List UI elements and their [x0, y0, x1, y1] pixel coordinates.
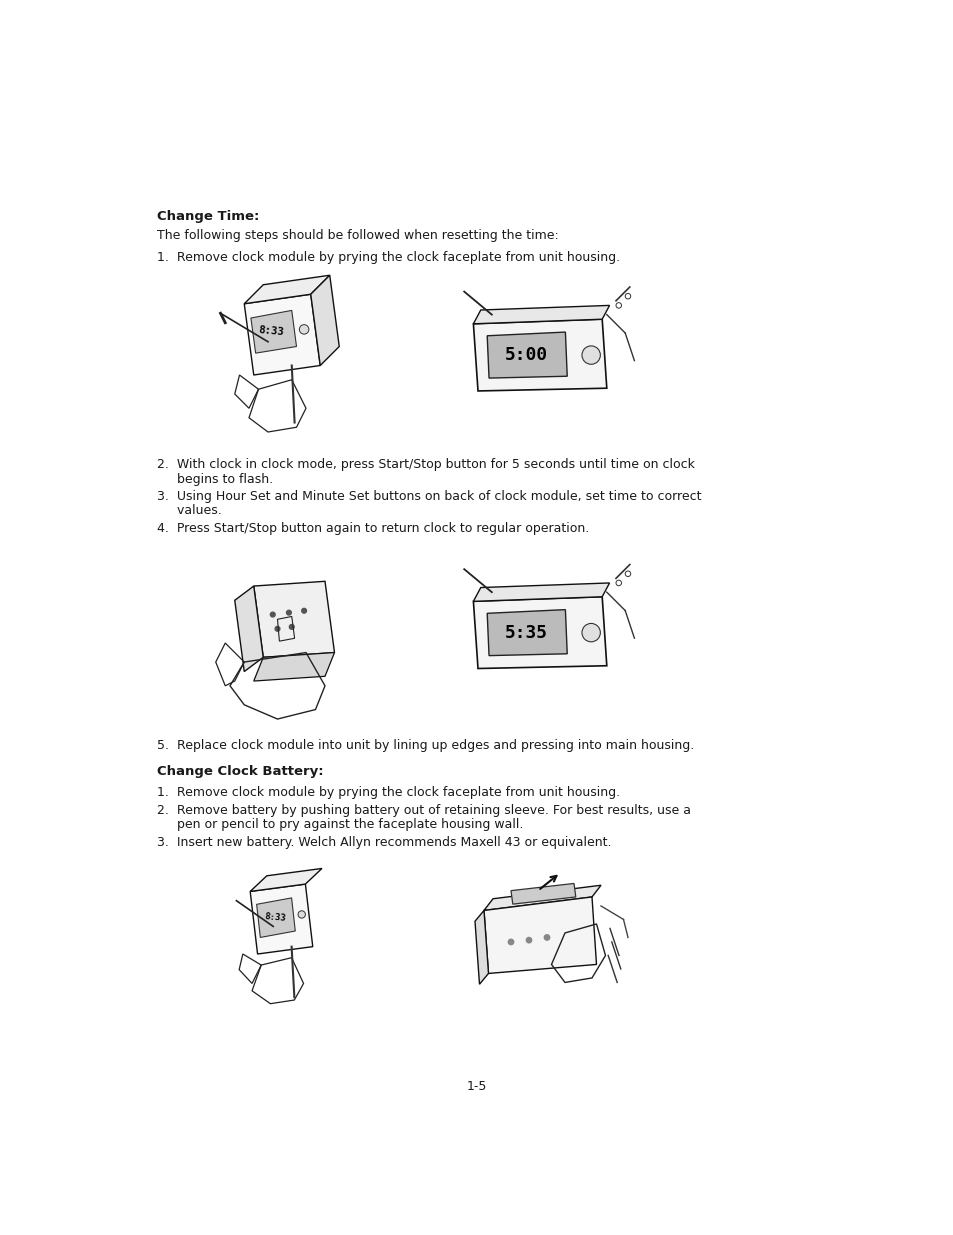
- Circle shape: [274, 626, 279, 631]
- Text: 1-5: 1-5: [466, 1079, 487, 1093]
- Text: 4.  Press Start/Stop button again to return clock to regular operation.: 4. Press Start/Stop button again to retu…: [157, 522, 589, 535]
- Circle shape: [270, 613, 274, 618]
- Polygon shape: [483, 885, 600, 910]
- Text: The following steps should be followed when resetting the time:: The following steps should be followed w…: [157, 228, 558, 242]
- Polygon shape: [244, 275, 330, 304]
- Polygon shape: [251, 310, 296, 353]
- Circle shape: [299, 325, 309, 335]
- Text: Change Time:: Change Time:: [157, 210, 259, 224]
- Text: 5.  Replace clock module into unit by lining up edges and pressing into main hou: 5. Replace clock module into unit by lin…: [157, 739, 694, 752]
- Polygon shape: [473, 597, 606, 668]
- Circle shape: [286, 610, 291, 615]
- Polygon shape: [244, 294, 320, 375]
- Polygon shape: [256, 898, 295, 937]
- Text: 8:33: 8:33: [258, 325, 285, 337]
- Circle shape: [581, 346, 599, 364]
- Circle shape: [526, 937, 531, 942]
- Text: values.: values.: [157, 504, 221, 517]
- Text: Change Clock Battery:: Change Clock Battery:: [157, 764, 323, 778]
- Polygon shape: [487, 332, 567, 378]
- Polygon shape: [473, 583, 609, 601]
- Text: begins to flash.: begins to flash.: [157, 473, 273, 485]
- Polygon shape: [473, 305, 609, 324]
- Circle shape: [289, 625, 294, 630]
- Circle shape: [301, 609, 306, 613]
- Text: 3.  Insert new battery. Welch Allyn recommends Maxell 43 or equivalent.: 3. Insert new battery. Welch Allyn recom…: [157, 836, 611, 848]
- Text: 2.  With clock in clock mode, press Start/Stop button for 5 seconds until time o: 2. With clock in clock mode, press Start…: [157, 458, 694, 471]
- Polygon shape: [487, 610, 567, 656]
- Text: 1.  Remove clock module by prying the clock faceplate from unit housing.: 1. Remove clock module by prying the clo…: [157, 251, 619, 263]
- Polygon shape: [253, 652, 335, 680]
- Polygon shape: [311, 275, 339, 366]
- Text: 5:00: 5:00: [505, 346, 548, 364]
- Text: 5:35: 5:35: [505, 624, 548, 642]
- Text: 8:33: 8:33: [264, 911, 286, 923]
- Polygon shape: [250, 868, 321, 892]
- Text: 2.  Remove battery by pushing battery out of retaining sleeve. For best results,: 2. Remove battery by pushing battery out…: [157, 804, 690, 816]
- Circle shape: [544, 935, 549, 940]
- Polygon shape: [475, 910, 488, 984]
- Text: 3.  Using Hour Set and Minute Set buttons on back of clock module, set time to c: 3. Using Hour Set and Minute Set buttons…: [157, 490, 700, 503]
- Polygon shape: [511, 883, 576, 904]
- Polygon shape: [250, 884, 313, 953]
- Polygon shape: [234, 587, 263, 672]
- Text: pen or pencil to pry against the faceplate housing wall.: pen or pencil to pry against the facepla…: [157, 819, 523, 831]
- Polygon shape: [473, 319, 606, 391]
- Polygon shape: [253, 582, 335, 657]
- Circle shape: [508, 940, 513, 945]
- Text: 1.  Remove clock module by prying the clock faceplate from unit housing.: 1. Remove clock module by prying the clo…: [157, 787, 619, 799]
- Circle shape: [581, 624, 599, 642]
- Polygon shape: [483, 897, 596, 973]
- Circle shape: [297, 910, 305, 918]
